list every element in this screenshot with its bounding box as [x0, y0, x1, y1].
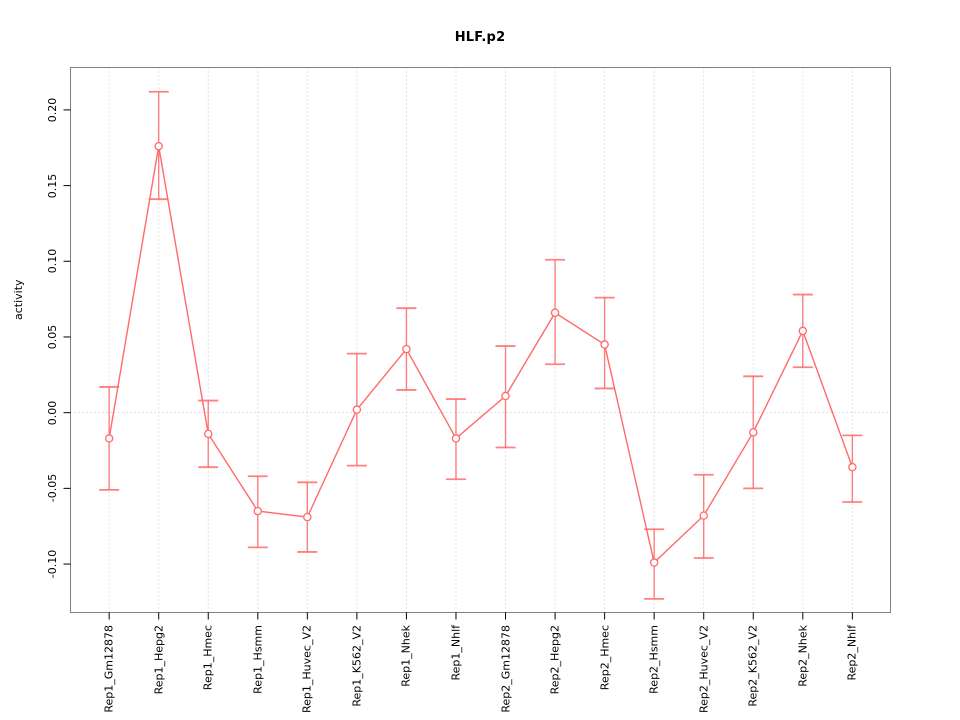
- x-axis-ticks: [108, 612, 853, 620]
- y-tick-label: 0.15: [45, 173, 59, 198]
- x-tick-label: Rep2_Gm12878: [499, 624, 513, 713]
- x-tick-label: Rep2_Huvec_V2: [697, 624, 711, 713]
- data-point-markers: [104, 141, 857, 567]
- y-tick-label: 0.00: [45, 400, 59, 425]
- error-bars: [99, 90, 863, 600]
- x-tick-label: Rep2_Hepg2: [548, 624, 562, 694]
- x-tick-label: Rep2_Nhek: [796, 624, 810, 687]
- y-axis-ticks: [63, 109, 71, 565]
- y-tick-label: 0.05: [45, 324, 59, 350]
- x-tick-label: Rep1_Nhek: [399, 624, 413, 687]
- x-tick-label: Rep1_Gm12878: [102, 624, 116, 713]
- x-tick-label: Rep1_Huvec_V2: [300, 624, 314, 713]
- y-tick-label: 0.20: [45, 97, 59, 123]
- x-tick-label: Rep2_Hsmm: [647, 624, 661, 694]
- x-tick-label: Rep1_K562_V2: [350, 624, 364, 707]
- chart-title: HLF.p2: [454, 30, 506, 45]
- x-tick-label: Rep2_K562_V2: [746, 624, 760, 707]
- data-series-line: [108, 146, 854, 564]
- gridlines: [108, 67, 853, 613]
- x-tick-label: Rep1_Nhlf: [449, 624, 463, 681]
- plot-border: [70, 67, 891, 613]
- x-tick-label: Rep2_Hmec: [598, 624, 612, 690]
- y-tick-label: 0.10: [45, 249, 59, 274]
- x-tick-label: Rep1_Hepg2: [152, 624, 166, 694]
- x-tick-label: Rep1_Hsmm: [251, 624, 265, 694]
- x-tick-label: Rep1_Hmec: [201, 624, 215, 690]
- y-tick-label: -0.10: [45, 549, 59, 579]
- x-tick-label: Rep2_Nhlf: [845, 624, 859, 681]
- y-tick-label: -0.05: [45, 474, 59, 503]
